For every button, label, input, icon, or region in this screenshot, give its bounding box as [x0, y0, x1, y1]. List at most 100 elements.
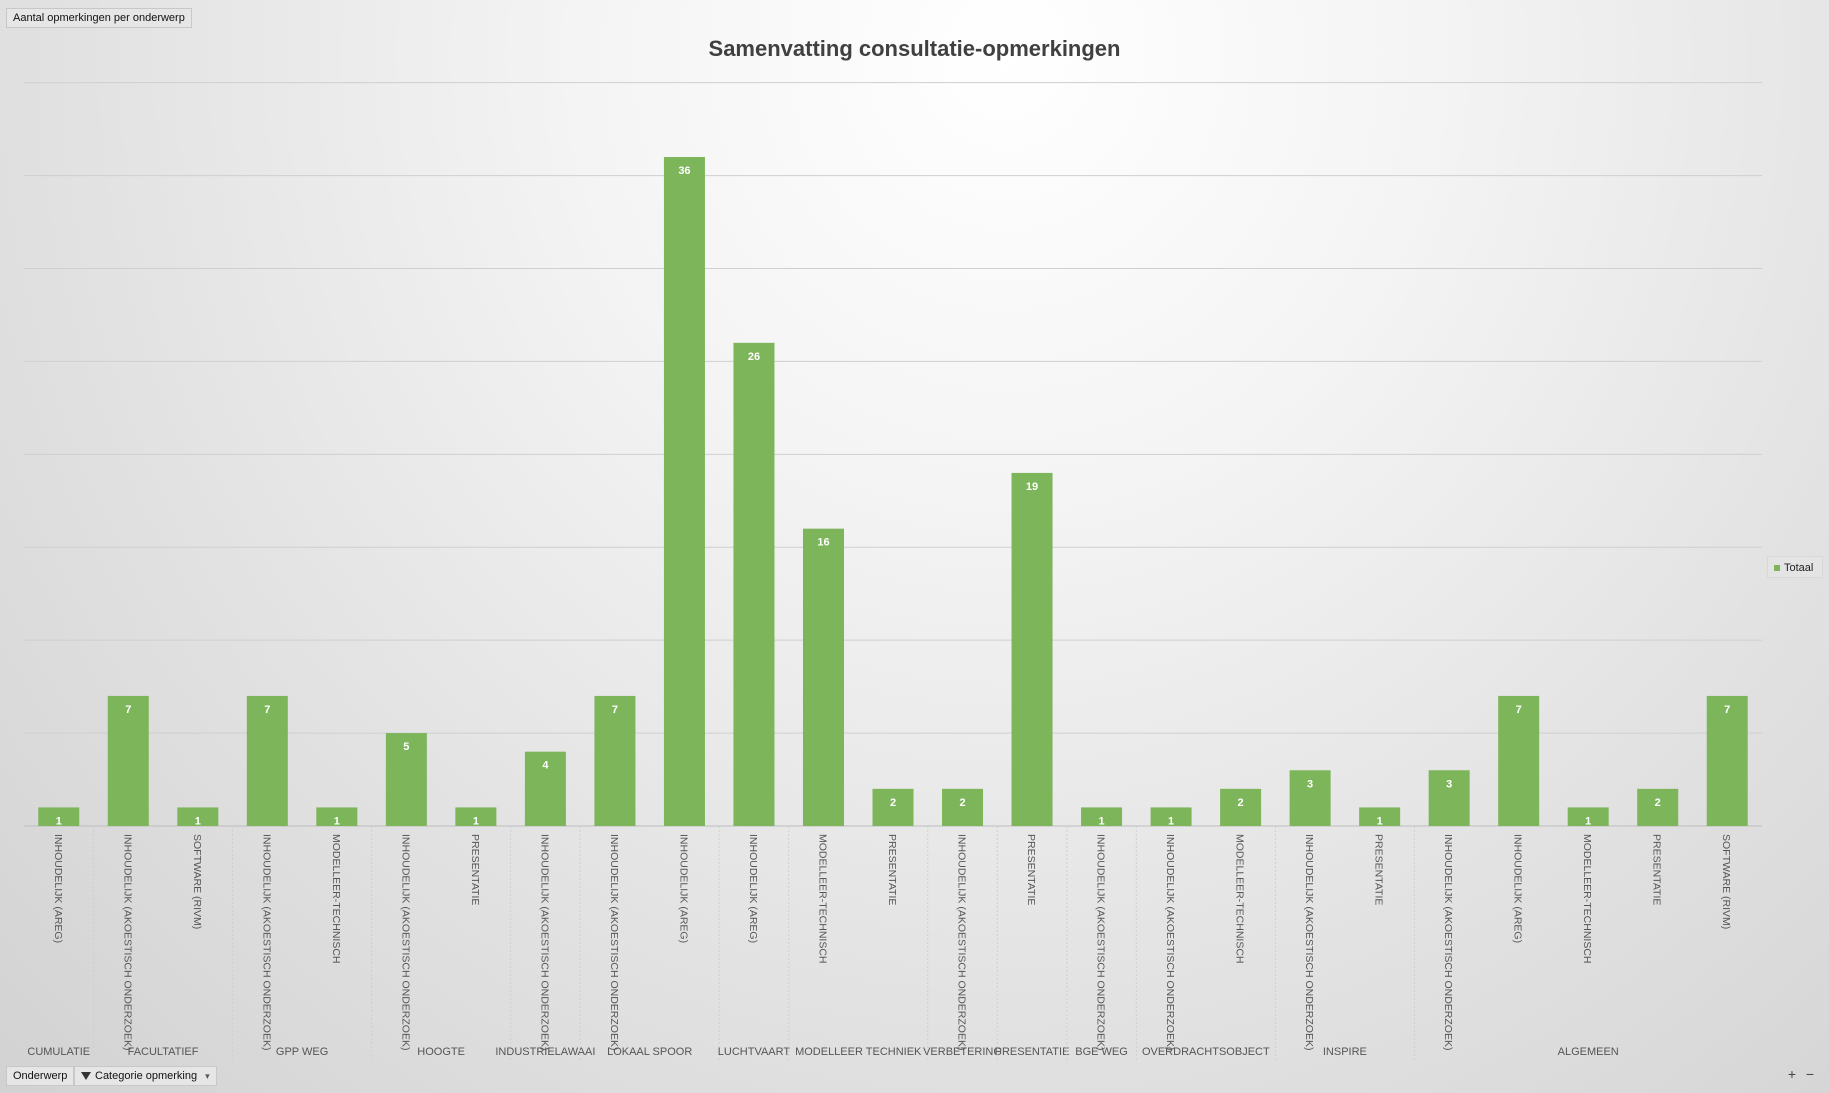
group-label: VERBETERING [923, 1046, 1002, 1058]
category-label: INHOUDELIJK (AREG) [52, 834, 64, 943]
group-label: FACULTATIEF [128, 1046, 199, 1058]
category-label: PRESENTATIE [1373, 834, 1385, 905]
category-label: MODELLEER-TECHNISCH [1581, 834, 1593, 964]
bar[interactable] [1150, 807, 1192, 826]
category-label: SOFTWARE (RIVM) [191, 834, 203, 929]
group-label: OVERDRACHTSOBJECT [1142, 1046, 1270, 1058]
bar[interactable] [455, 807, 497, 826]
category-label: PRESENTATIE [886, 834, 898, 905]
dropdown-arrow-icon: ▾ [205, 1071, 210, 1081]
bar[interactable] [107, 695, 149, 826]
category-label: INHOUDELIJK (AKOESTISCH ONDERZOEK) [399, 834, 411, 1050]
bar[interactable] [1706, 695, 1748, 826]
bar[interactable] [524, 751, 566, 826]
values-field-button[interactable]: Aantal opmerkingen per onderwerp [6, 8, 192, 28]
filter-icon [81, 1072, 91, 1081]
data-label: 7 [125, 704, 131, 716]
data-label: 1 [473, 815, 479, 827]
bar[interactable] [1498, 695, 1540, 826]
group-label: MODELLEER TECHNIEK [795, 1046, 922, 1058]
bar[interactable] [38, 807, 80, 826]
category-label: INHOUDELIJK (AKOESTISCH ONDERZOEK) [260, 834, 272, 1050]
bar[interactable] [1567, 807, 1609, 826]
bar[interactable] [1637, 788, 1679, 826]
category-label: PRESENTATIE [469, 834, 481, 905]
data-label: 19 [1026, 481, 1038, 493]
category-label: INHOUDELIJK (AKOESTISCH ONDERZOEK) [1095, 834, 1107, 1050]
bar[interactable] [802, 528, 844, 826]
zoom-out-button[interactable]: − [1805, 1066, 1815, 1082]
data-label: 1 [1585, 815, 1591, 827]
bar[interactable] [733, 342, 775, 826]
category-label: INHOUDELIJK (AKOESTISCH ONDERZOEK) [538, 834, 550, 1050]
data-label: 2 [959, 797, 965, 809]
group-label: CUMULATIE [27, 1046, 90, 1058]
group-label: HOOGTE [417, 1046, 465, 1058]
category-label: INHOUDELIJK (AKOESTISCH ONDERZOEK) [1303, 834, 1315, 1050]
bar[interactable] [316, 807, 358, 826]
group-label: LOKAAL SPOOR [607, 1046, 692, 1058]
category-label: PRESENTATIE [1025, 834, 1037, 905]
bar[interactable] [385, 733, 427, 826]
categorie-field-button[interactable]: Categorie opmerking ▾ [74, 1066, 217, 1086]
data-label: 2 [1655, 797, 1661, 809]
bar[interactable] [1428, 770, 1470, 826]
data-label: 1 [195, 815, 201, 827]
data-label: 3 [1307, 778, 1313, 790]
category-label: MODELLEER-TECHNISCH [1234, 834, 1246, 964]
legend-label: Totaal [1784, 562, 1814, 574]
group-label: ALGEMEEN [1558, 1046, 1619, 1058]
group-label: GPP WEG [276, 1046, 328, 1058]
bar[interactable] [594, 695, 636, 826]
category-label: INHOUDELIJK (AKOESTISCH ONDERZOEK) [121, 834, 133, 1050]
group-label: INDUSTRIELAWAAI [495, 1046, 595, 1058]
data-label: 36 [678, 165, 690, 177]
bar[interactable] [872, 788, 914, 826]
category-label: INHOUDELIJK (AKOESTISCH ONDERZOEK) [1164, 834, 1176, 1050]
category-label: INHOUDELIJK (AKOESTISCH ONDERZOEK) [608, 834, 620, 1050]
group-label: INSPIRE [1323, 1046, 1367, 1058]
legend[interactable]: Totaal [1767, 556, 1823, 578]
data-label: 1 [56, 815, 62, 827]
bar[interactable] [1289, 770, 1331, 826]
group-label: LUCHTVAART [718, 1046, 791, 1058]
data-label: 4 [542, 760, 549, 772]
legend-swatch [1774, 565, 1780, 572]
category-label: INHOUDELIJK (AREG) [677, 834, 689, 943]
onderwerp-field-button[interactable]: Onderwerp [6, 1066, 75, 1086]
category-label: INHOUDELIJK (AREG) [1512, 834, 1524, 943]
bar[interactable] [1359, 807, 1401, 826]
data-label: 2 [1238, 797, 1244, 809]
bar[interactable] [1011, 472, 1053, 826]
data-label: 7 [1724, 704, 1730, 716]
data-label: 7 [1516, 704, 1522, 716]
category-label: INHOUDELIJK (AREG) [747, 834, 759, 943]
category-label: INHOUDELIJK (AKOESTISCH ONDERZOEK) [956, 834, 968, 1050]
data-label: 7 [612, 704, 618, 716]
bar[interactable] [663, 157, 705, 826]
bar[interactable] [1220, 788, 1262, 826]
bar[interactable] [246, 695, 288, 826]
data-label: 3 [1446, 778, 1452, 790]
data-label: 1 [1168, 815, 1174, 827]
data-label: 26 [748, 351, 760, 363]
chart-title: Samenvatting consultatie-opmerkingen [708, 36, 1121, 61]
bar[interactable] [942, 788, 984, 826]
data-label: 1 [1098, 815, 1104, 827]
bar[interactable] [177, 807, 219, 826]
group-label: PRESENTATIE [995, 1046, 1070, 1058]
data-label: 1 [1377, 815, 1383, 827]
zoom-in-button[interactable]: + [1787, 1066, 1797, 1082]
group-label: BGE WEG [1075, 1046, 1128, 1058]
bar[interactable] [1081, 807, 1123, 826]
data-label: 2 [890, 797, 896, 809]
category-label: MODELLEER-TECHNISCH [816, 834, 828, 964]
category-label: MODELLEER-TECHNISCH [330, 834, 342, 964]
data-label: 16 [817, 537, 829, 549]
category-label: INHOUDELIJK (AKOESTISCH ONDERZOEK) [1442, 834, 1454, 1050]
data-label: 7 [264, 704, 270, 716]
data-label: 1 [334, 815, 340, 827]
category-label: SOFTWARE (RIVM) [1720, 834, 1732, 929]
